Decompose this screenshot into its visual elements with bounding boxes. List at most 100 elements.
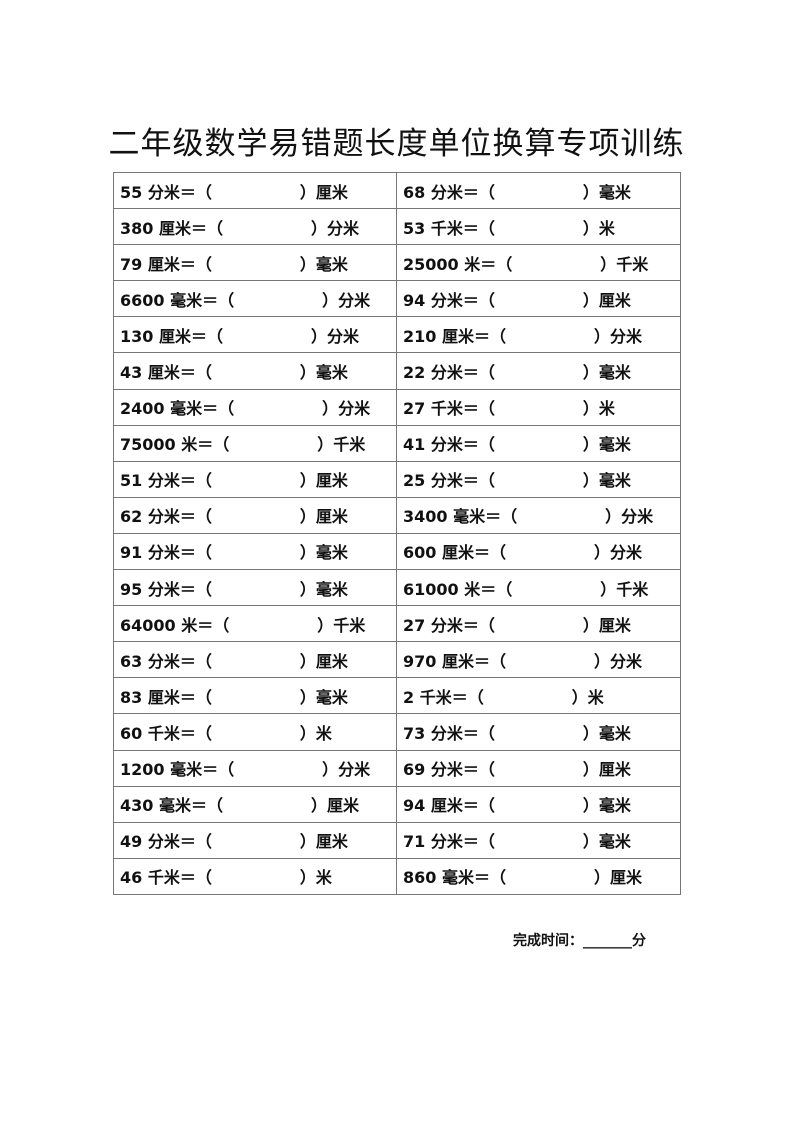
exercise-cell: 210 厘米＝（ ）分米 [396,316,681,354]
question: 94 分米＝（ [403,290,495,310]
question: 430 毫米＝（ [120,796,223,816]
exercise-cell: 95 分米＝（ ）毫米 [113,569,397,607]
question: 27 千米＝（ [403,399,495,419]
question: 83 厘米＝（ [120,687,212,707]
target-unit: ）米 [299,868,332,888]
exercise-cell: 79 厘米＝（ ）毫米 [113,244,397,282]
question: 49 分米＝（ [120,832,212,852]
worksheet-title: 二年级数学易错题长度单位换算专项训练 [108,126,685,162]
table-row: 430 毫米＝（ ）厘米 94 厘米＝（ ）毫米 [113,785,681,823]
question: 2400 毫米＝（ [120,399,235,419]
table-row: 75000 米＝（ ）千米 41 分米＝（ ）毫米 [113,424,681,462]
target-unit: ）毫米 [582,832,631,852]
question: 6600 毫米＝（ [120,290,235,310]
target-unit: ）分米 [593,651,642,671]
table-row: 380 厘米＝（ ）分米 53 千米＝（ ）米 [113,208,681,246]
exercise-cell: 27 千米＝（ ）米 [396,388,681,426]
table-row: 95 分米＝（ ）毫米 61000 米＝（ ）千米 [113,569,681,607]
table-row: 51 分米＝（ ）厘米 25 分米＝（ ）毫米 [113,460,681,498]
question: 600 厘米＝（ [403,543,506,563]
exercise-cell: 94 厘米＝（ ）毫米 [396,785,681,823]
target-unit: ）米 [299,723,332,743]
exercise-cell: 380 厘米＝（ ）分米 [113,208,397,246]
question: 860 毫米＝（ [403,868,506,888]
target-unit: ）千米 [317,615,366,635]
target-unit: ）厘米 [299,507,348,527]
question: 73 分米＝（ [403,723,495,743]
exercise-cell: 49 分米＝（ ）厘米 [113,821,397,859]
question: 130 厘米＝（ [120,326,223,346]
table-row: 43 厘米＝（ ）毫米 22 分米＝（ ）毫米 [113,352,681,390]
table-row: 2400 毫米＝（ ）分米 27 千米＝（ ）米 [113,388,681,426]
question: 27 分米＝（ [403,615,495,635]
exercise-cell: 2 千米＝（ ）米 [396,677,681,715]
exercise-cell: 75000 米＝（ ）千米 [113,424,397,462]
target-unit: ）毫米 [582,796,631,816]
table-row: 62 分米＝（ ）厘米 3400 毫米＝（ ）分米 [113,496,681,534]
exercise-cell: 860 毫米＝（ ）厘米 [396,857,681,895]
target-unit: ）分米 [322,290,371,310]
target-unit: ）分米 [310,326,359,346]
target-unit: ）厘米 [299,651,348,671]
target-unit: ）分米 [310,218,359,238]
target-unit: ）厘米 [582,760,631,780]
exercise-cell: 43 厘米＝（ ）毫米 [113,352,397,390]
question: 46 千米＝（ [120,868,212,888]
target-unit: ）厘米 [310,796,359,816]
exercise-cell: 64000 米＝（ ）千米 [113,605,397,643]
exercise-cell: 61000 米＝（ ）千米 [396,569,681,607]
exercise-cell: 1200 毫米＝（ ）分米 [113,749,397,787]
exercise-cell: 27 分米＝（ ）厘米 [396,605,681,643]
table-row: 55 分米＝（ ）厘米 68 分米＝（ ）毫米 [113,171,681,210]
question: 51 分米＝（ [120,471,212,491]
target-unit: ）厘米 [299,832,348,852]
exercise-cell: 51 分米＝（ ）厘米 [113,460,397,498]
question: 64000 米＝（ [120,615,230,635]
exercise-cell: 60 千米＝（ ）米 [113,713,397,751]
target-unit: ）毫米 [582,363,631,383]
question: 2 千米＝（ [403,687,484,707]
target-unit: ）厘米 [593,868,642,888]
exercise-cell: 63 分米＝（ ）厘米 [113,641,397,679]
question: 25 分米＝（ [403,471,495,491]
exercise-cell: 130 厘米＝（ ）分米 [113,316,397,354]
table-row: 63 分米＝（ ）厘米 970 厘米＝（ ）分米 [113,641,681,679]
question: 55 分米＝（ [120,182,212,202]
target-unit: ）米 [582,218,615,238]
target-unit: ）厘米 [582,290,631,310]
question: 68 分米＝（ [403,182,495,202]
question: 71 分米＝（ [403,832,495,852]
exercise-cell: 22 分米＝（ ）毫米 [396,352,681,390]
question: 61000 米＝（ [403,579,513,599]
question: 91 分米＝（ [120,543,212,563]
exercise-cell: 25000 米＝（ ）千米 [396,244,681,282]
exercise-cell: 600 厘米＝（ ）分米 [396,532,681,571]
question: 69 分米＝（ [403,760,495,780]
exercise-table: 55 分米＝（ ）厘米 68 分米＝（ ）毫米 380 厘米＝（ ）分米 53 千米＝（ ）米… [113,171,681,895]
target-unit: ）千米 [317,435,366,455]
target-unit: ）厘米 [299,182,348,202]
question: 75000 米＝（ [120,435,230,455]
target-unit: ）分米 [605,507,654,527]
table-row: 91 分米＝（ ）毫米 600 厘米＝（ ）分米 [113,532,681,571]
target-unit: ）千米 [600,254,649,274]
target-unit: ）米 [582,399,615,419]
exercise-cell: 68 分米＝（ ）毫米 [396,171,681,210]
exercise-cell: 69 分米＝（ ）厘米 [396,749,681,787]
target-unit: ）千米 [600,579,649,599]
question: 25000 米＝（ [403,254,513,274]
exercise-cell: 46 千米＝（ ）米 [113,857,397,895]
question: 79 厘米＝（ [120,254,212,274]
target-unit: ）厘米 [582,615,631,635]
table-row: 79 厘米＝（ ）毫米 25000 米＝（ ）千米 [113,244,681,282]
table-row: 130 厘米＝（ ）分米 210 厘米＝（ ）分米 [113,316,681,354]
table-row: 83 厘米＝（ ）毫米 2 千米＝（ ）米 [113,677,681,715]
exercise-cell: 53 千米＝（ ）米 [396,208,681,246]
table-row: 6600 毫米＝（ ）分米 94 分米＝（ ）厘米 [113,280,681,318]
target-unit: ）毫米 [582,435,631,455]
exercise-cell: 73 分米＝（ ）毫米 [396,713,681,751]
question: 1200 毫米＝（ [120,760,235,780]
target-unit: ）毫米 [299,543,348,563]
question: 62 分米＝（ [120,507,212,527]
question: 94 厘米＝（ [403,796,495,816]
